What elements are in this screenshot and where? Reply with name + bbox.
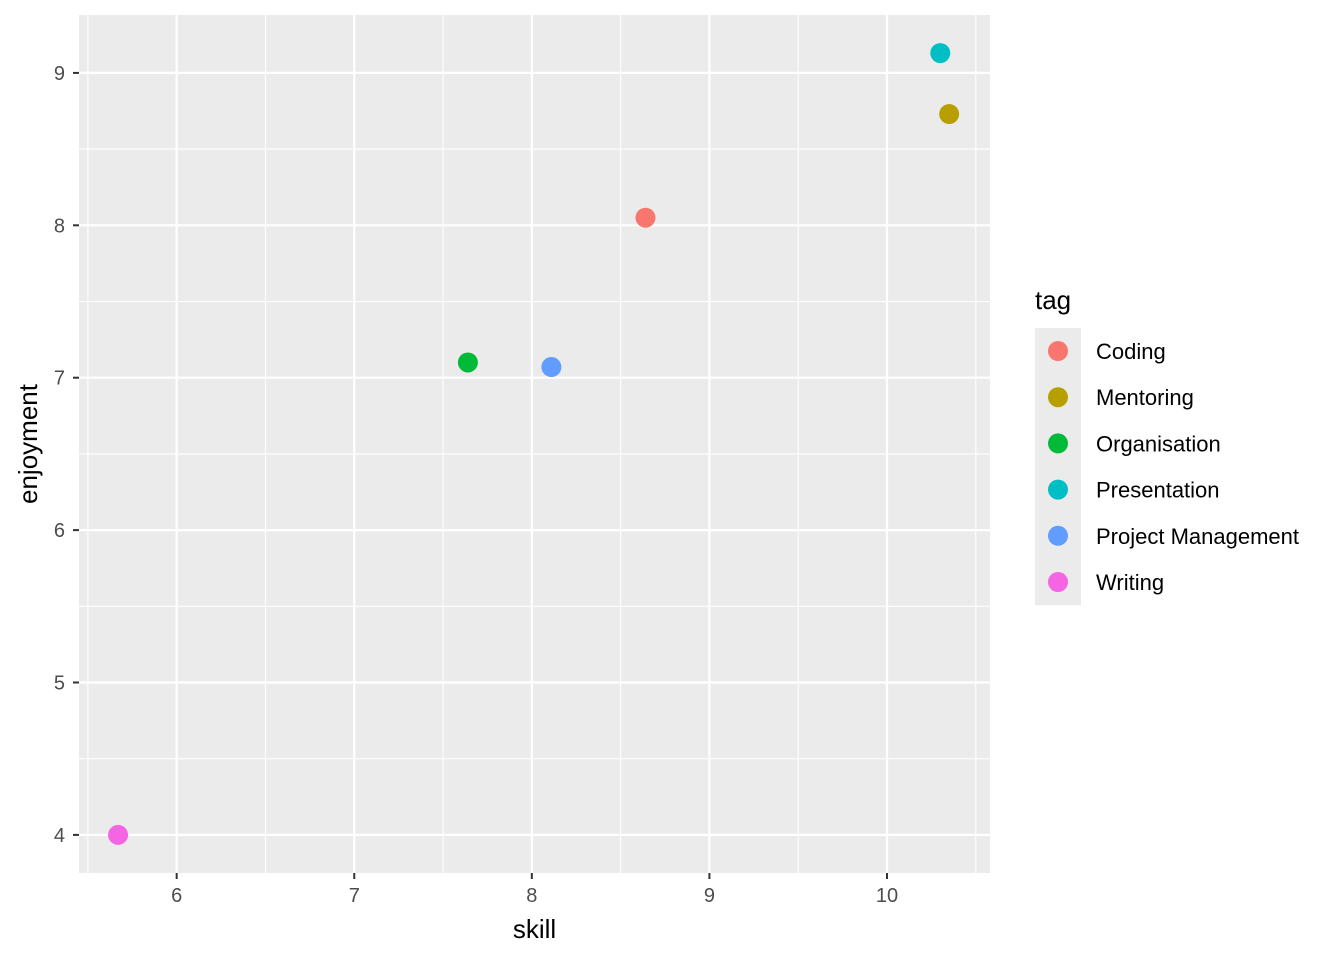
legend-key: [1048, 387, 1068, 408]
x-tick-label: 9: [704, 885, 715, 907]
y-tick-label: 9: [54, 63, 65, 85]
y-tick-label: 6: [54, 520, 65, 542]
legend-label: Writing: [1096, 570, 1164, 595]
legend[interactable]: tag Coding Mentoring Organisation Presentat…: [1035, 285, 1299, 606]
legend-item[interactable]: Organisation: [1048, 431, 1221, 456]
x-tick-label: 8: [526, 885, 537, 907]
data-point: [635, 207, 656, 228]
x-axis: 6 7 8 9 10: [171, 873, 898, 907]
data-point: [457, 352, 478, 373]
legend-item[interactable]: Presentation: [1048, 478, 1220, 503]
minor-gridlines: [79, 15, 990, 873]
legend-title: tag: [1035, 285, 1071, 315]
legend-label: Project Management: [1096, 524, 1299, 549]
legend-key: [1048, 479, 1068, 500]
y-axis-title: enjoyment: [13, 383, 43, 504]
legend-key: [1048, 433, 1068, 454]
major-gridlines: [79, 15, 990, 873]
x-tick-label: 6: [171, 885, 182, 907]
legend-key: [1048, 572, 1068, 592]
y-tick-label: 8: [54, 215, 65, 237]
legend-label: Mentoring: [1096, 385, 1194, 410]
legend-label: Organisation: [1096, 431, 1221, 456]
y-tick-label: 5: [54, 673, 65, 695]
data-points: [108, 43, 960, 845]
legend-items: Coding Mentoring Organisation Presentation P…: [1048, 339, 1299, 595]
y-tick-label: 4: [54, 825, 65, 847]
legend-item[interactable]: Writing: [1048, 570, 1164, 595]
data-point: [541, 357, 562, 378]
plot-panel: [79, 15, 990, 873]
x-axis-title: skill: [513, 914, 556, 944]
legend-item[interactable]: Coding: [1048, 339, 1166, 364]
legend-label: Presentation: [1096, 478, 1220, 503]
legend-key: [1048, 525, 1068, 546]
legend-item[interactable]: Mentoring: [1048, 385, 1194, 410]
data-point: [939, 104, 960, 125]
legend-label: Coding: [1096, 339, 1166, 364]
legend-key: [1048, 341, 1068, 361]
legend-item[interactable]: Project Management: [1048, 524, 1299, 549]
y-tick-label: 7: [54, 368, 65, 390]
legend-keys-background: [1035, 328, 1081, 606]
x-tick-label: 7: [349, 885, 360, 907]
y-axis: 4 5 6 7 8 9: [54, 63, 79, 847]
data-point: [930, 43, 951, 64]
data-point: [108, 824, 129, 845]
x-tick-label: 10: [876, 885, 898, 907]
